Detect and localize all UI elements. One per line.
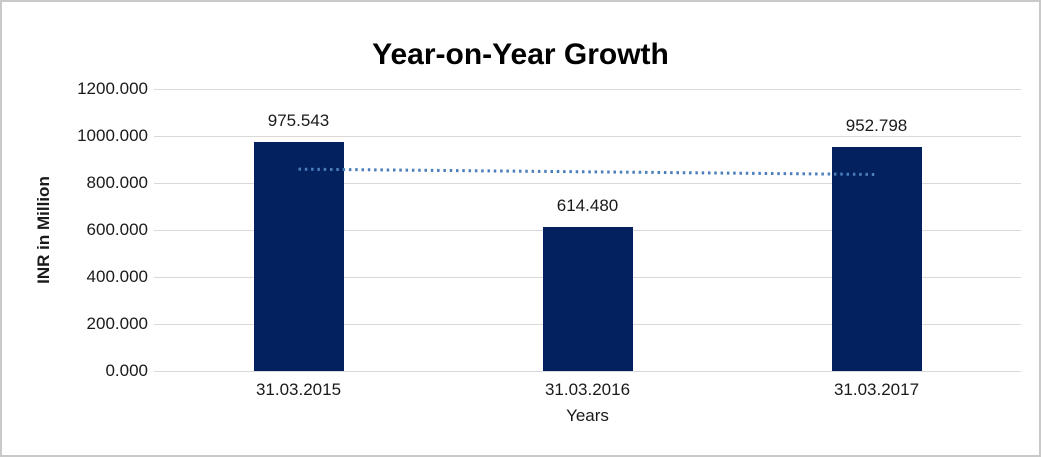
y-tick-label: 600.000 — [86, 220, 148, 239]
gridline — [154, 183, 1021, 184]
y-tick-label: 1000.000 — [77, 126, 148, 145]
bar — [253, 141, 344, 371]
x-tick-label: 31.03.2017 — [833, 380, 920, 399]
bar-value-label: 975.543 — [267, 110, 330, 130]
gridline — [154, 136, 1021, 137]
gridline — [154, 89, 1021, 90]
bar-value-label: 614.480 — [556, 195, 619, 215]
chart-title: Year-on-Year Growth — [372, 38, 669, 71]
y-tick-label: 800.000 — [86, 173, 148, 192]
y-tick-label: 200.000 — [86, 314, 148, 333]
x-tick-label: 31.03.2016 — [544, 380, 631, 399]
bar — [542, 226, 633, 371]
gridline — [154, 371, 1021, 372]
x-axis-title: Years — [566, 406, 609, 425]
y-tick-label: 400.000 — [86, 267, 148, 286]
y-tick-label: 1200.000 — [77, 79, 148, 98]
x-tick-label: 31.03.2015 — [255, 380, 342, 399]
bar-value-label: 952.798 — [845, 116, 908, 136]
bar — [831, 147, 922, 371]
y-tick-label: 0.000 — [105, 361, 148, 380]
